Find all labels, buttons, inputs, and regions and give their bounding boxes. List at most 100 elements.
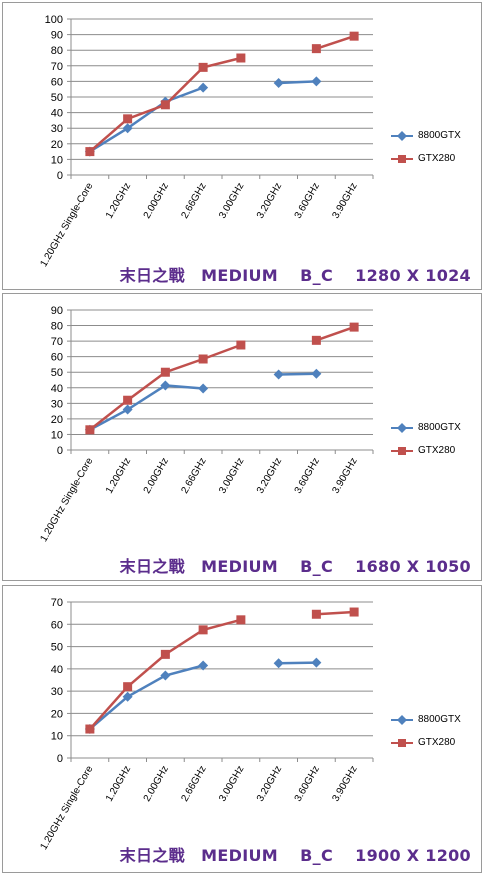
- x-tick-label: 3.20GHz: [255, 456, 284, 496]
- y-tick-label: 10: [51, 154, 63, 166]
- y-tick-label: 20: [51, 708, 63, 720]
- series-line-8800GTX: [278, 661, 317, 665]
- x-tick-label: 2.66GHz: [179, 764, 208, 804]
- y-tick-label: 60: [51, 619, 63, 631]
- series-line-GTX280: [315, 34, 355, 50]
- y-tick-label: 20: [51, 139, 63, 151]
- y-tick-label: 30: [51, 686, 63, 698]
- x-tick-label: 2.00GHz: [142, 456, 171, 496]
- point-GTX280: [236, 53, 246, 63]
- x-tick-label: 3.00GHz: [217, 764, 246, 804]
- point-8800GTX: [160, 380, 171, 391]
- x-tick-label: 3.60GHz: [293, 456, 322, 496]
- point-GTX280: [198, 354, 208, 364]
- point-GTX280: [198, 625, 208, 635]
- legend-item-8800gtx: 8800GTX: [391, 708, 461, 731]
- y-tick-label: 40: [51, 108, 63, 120]
- x-tick-label: 3.60GHz: [293, 181, 322, 221]
- point-GTX280: [311, 44, 321, 54]
- x-tick-label: 3.90GHz: [330, 764, 359, 804]
- point-8800GTX: [198, 82, 209, 93]
- point-8800GTX: [273, 369, 284, 380]
- series-line-GTX280: [315, 325, 355, 342]
- y-tick-label: 0: [57, 753, 63, 765]
- legend-item-gtx280: GTX280: [391, 731, 461, 754]
- legend-label: GTX280: [418, 153, 456, 164]
- legend-label: 8800GTX: [418, 130, 461, 141]
- x-tick-label: 1.20GHz Single-Core: [38, 181, 95, 269]
- point-8800GTX: [311, 657, 322, 668]
- point-8800GTX: [311, 368, 322, 379]
- legend-label: GTX280: [418, 737, 456, 748]
- point-GTX280: [85, 425, 95, 435]
- x-tick-label: 1.20GHz: [104, 181, 133, 221]
- x-tick-label: 3.60GHz: [293, 764, 322, 804]
- y-tick-label: 70: [51, 61, 63, 73]
- point-8800GTX: [160, 670, 171, 681]
- legend-3: 8800GTX GTX280: [391, 708, 461, 754]
- point-GTX280: [311, 609, 321, 619]
- y-tick-label: 80: [51, 45, 63, 57]
- chart-panel-2: 0 10 20 30 40 50 60 70 80 90 1.20GHz Single-Core 1.…: [2, 293, 482, 581]
- y-tick-label: 30: [51, 123, 63, 135]
- y-tick-label: 50: [51, 367, 63, 379]
- y-tick-label: 100: [45, 14, 63, 26]
- legend-item-gtx280: GTX280: [391, 147, 461, 170]
- point-GTX280: [123, 114, 133, 124]
- x-tick-label: 3.00GHz: [217, 181, 246, 221]
- legend-1: 8800GTX GTX280: [391, 124, 461, 170]
- y-tick-label: 60: [51, 76, 63, 88]
- point-8800GTX: [198, 660, 209, 671]
- x-tick-label: 3.20GHz: [255, 181, 284, 221]
- x-tick-label: 3.00GHz: [217, 456, 246, 496]
- x-tick-label: 2.66GHz: [179, 456, 208, 496]
- x-tick-label: 2.00GHz: [142, 181, 171, 221]
- x-tick-label: 3.20GHz: [255, 764, 284, 804]
- point-GTX280: [311, 335, 321, 345]
- point-GTX280: [123, 395, 133, 405]
- y-tick-label: 90: [51, 30, 63, 42]
- legend-item-8800gtx: 8800GTX: [391, 416, 461, 439]
- chart-caption-3: 末日之戰 MEDIUM B_C 1900 X 1200: [119, 846, 471, 865]
- series-line-8800GTX: [89, 664, 204, 730]
- series-line-8800GTX: [89, 384, 204, 431]
- chart-panel-1: 0 10 20 30 40 50 60 70 80 90 100 1.20GHz Single-Cor…: [2, 2, 482, 290]
- y-tick-label: 30: [51, 398, 63, 410]
- chart-panel-3: 0 10 20 30 40 50 60 70 1.20GHz Single-Core 1.20GH…: [2, 585, 482, 873]
- point-GTX280: [236, 340, 246, 350]
- series-line-8800GTX: [278, 80, 317, 85]
- point-GTX280: [160, 649, 170, 659]
- y-tick-label: 20: [51, 414, 63, 426]
- legend-label: 8800GTX: [418, 422, 461, 433]
- y-tick-label: 90: [51, 305, 63, 317]
- legend-label: GTX280: [418, 445, 456, 456]
- y-tick-label: 0: [57, 170, 63, 182]
- point-8800GTX: [122, 404, 133, 415]
- point-GTX280: [160, 367, 170, 377]
- y-tick-label: 80: [51, 321, 63, 333]
- legend-label: 8800GTX: [418, 714, 461, 725]
- point-GTX280: [160, 100, 170, 110]
- series-line-8800GTX: [278, 372, 317, 376]
- chart-caption-1: 末日之戰 MEDIUM B_C 1280 X 1024: [119, 266, 471, 285]
- legend-item-8800gtx: 8800GTX: [391, 124, 461, 147]
- chart-svg-3: 0 10 20 30 40 50 60 70 1.20GHz Single-Core 1.20GH…: [38, 597, 374, 852]
- legend-item-gtx280: GTX280: [391, 439, 461, 462]
- legend-2: 8800GTX GTX280: [391, 416, 461, 462]
- x-tick-label: 2.00GHz: [142, 764, 171, 804]
- point-8800GTX: [273, 658, 284, 669]
- point-8800GTX: [311, 76, 322, 87]
- y-tick-label: 10: [51, 429, 63, 441]
- point-GTX280: [349, 31, 359, 41]
- x-tick-label: 1.20GHz Single-Core: [38, 456, 95, 544]
- x-tick-label: 3.90GHz: [330, 181, 359, 221]
- point-GTX280: [123, 682, 133, 692]
- y-tick-label: 70: [51, 336, 63, 348]
- y-tick-label: 50: [51, 92, 63, 104]
- point-GTX280: [85, 724, 95, 734]
- x-tick-label: 2.66GHz: [179, 181, 208, 221]
- x-tick-label: 1.20GHz Single-Core: [38, 764, 95, 852]
- y-tick-label: 10: [51, 731, 63, 743]
- chart-svg-1: 0 10 20 30 40 50 60 70 80 90 100 1.20GHz Single-Cor…: [38, 14, 374, 269]
- chart-svg-2: 0 10 20 30 40 50 60 70 80 90 1.20GHz Single-Core 1.…: [38, 305, 374, 544]
